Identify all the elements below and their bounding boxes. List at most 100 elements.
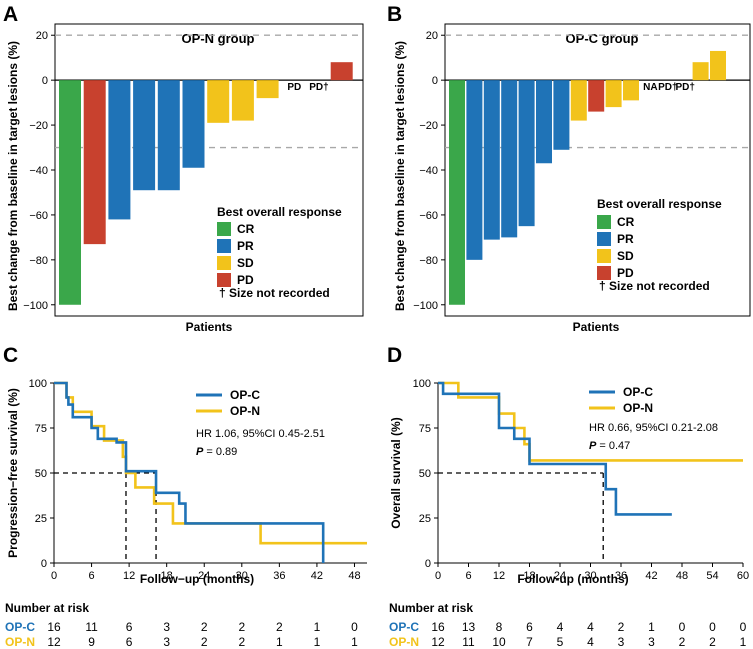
risk-table: Number at risk OP-C OP-N 16 13 8 6 4 4 2 1 0 0 012… (389, 601, 747, 649)
km-curve-op-c (438, 381, 672, 516)
p-value: = 0.47 (596, 440, 630, 452)
bar-pr (483, 80, 500, 240)
axes: 0 25 50 75 100 0 6 12 18 24 30 36 42 48 54 60 (413, 378, 749, 582)
risk-number: 2 (201, 635, 208, 649)
risk-row-label-op-c: OP-C (389, 620, 419, 634)
curves (438, 381, 743, 563)
legend-label-pd: PD (237, 273, 254, 287)
chart-title: OP-N group (182, 31, 255, 46)
risk-number: 3 (163, 620, 170, 634)
risk-number: 2 (238, 635, 245, 649)
x-tick-label: 42 (311, 570, 323, 582)
legend-label-op-n: OP-N (230, 404, 260, 418)
risk-number: 11 (462, 635, 475, 649)
risk-number: 1 (740, 635, 747, 649)
bar-sd (623, 80, 639, 101)
risk-number: 1 (648, 620, 655, 634)
bar-pr (133, 80, 156, 191)
bar-text-label: NA (643, 82, 657, 93)
risk-number: 9 (88, 635, 95, 649)
bar-sd (231, 80, 254, 121)
bar-pd (330, 62, 353, 81)
x-axis-title: Follow−up (months) (140, 572, 254, 586)
x-axis-title: Follow-up (months) (517, 572, 628, 586)
x-tick-label: 30 (584, 570, 596, 582)
bars: NA PD†PD† (445, 34, 750, 305)
legend: OP-C OP-N (589, 385, 653, 415)
bar-sd (605, 80, 622, 108)
bar-sd (207, 80, 230, 123)
y-tick-label: −100 (23, 300, 48, 312)
y-tick-label: −100 (413, 300, 438, 312)
x-tick-label: 0 (435, 570, 441, 582)
risk-number: 2 (276, 620, 283, 634)
risk-number: 7 (526, 635, 533, 649)
y-tick-label: 75 (419, 423, 431, 435)
risk-number: 0 (679, 620, 686, 634)
risk-number: 0 (740, 620, 747, 634)
legend-swatch-sd (597, 249, 611, 263)
p-label: P (196, 446, 204, 458)
risk-number: 2 (201, 620, 208, 634)
y-axis-title: Best change from baseline in target lesi… (6, 41, 20, 311)
legend-note: † Size not recorded (599, 279, 710, 293)
x-tick-label: 36 (273, 570, 285, 582)
risk-number: 10 (492, 635, 506, 649)
km-curve-op-n (54, 381, 367, 545)
bar-text-label: PD† (309, 82, 328, 93)
legend: Best overall response CR PR SD PD † Size… (597, 197, 722, 293)
bar-text-label: PD† (658, 82, 677, 93)
legend-swatch-pd (597, 266, 611, 280)
legend-label-cr: CR (237, 222, 255, 236)
panel-letter-a: A (3, 3, 18, 26)
y-tick-label: 20 (36, 30, 48, 42)
x-tick-label: 18 (523, 570, 535, 582)
risk-number: 3 (618, 635, 625, 649)
x-tick-label: 54 (706, 570, 718, 582)
legend-note: † Size not recorded (219, 286, 330, 300)
chart-title: OP-C group (566, 31, 639, 46)
y-tick-label: 100 (413, 378, 431, 390)
bar-cr (59, 80, 81, 305)
y-tick-label: −20 (29, 120, 48, 132)
risk-number: 4 (557, 620, 564, 634)
risk-number: 0 (351, 620, 358, 634)
y-tick-label: 25 (35, 513, 47, 525)
risk-table-title: Number at risk (5, 601, 89, 615)
bar-pd (83, 80, 106, 245)
y-tick-label: 50 (419, 468, 431, 480)
y-axis-title: Progression−free survival (%) (6, 388, 20, 558)
x-tick-label: 0 (51, 570, 57, 582)
risk-number: 3 (163, 635, 170, 649)
legend-label-sd: SD (237, 256, 254, 270)
risk-row-label-op-n: OP-N (389, 635, 419, 649)
y-axis-title: Overall survival (%) (389, 417, 403, 528)
legend-label-op-n: OP-N (623, 401, 653, 415)
legend-swatch-pr (597, 232, 611, 246)
y-tick-label: 0 (425, 558, 431, 570)
y-tick-label: −60 (29, 210, 48, 222)
curves (54, 381, 367, 563)
legend-label-sd: SD (617, 249, 634, 263)
os-km-chart: Overall survival (%) Follow-up (months) … (389, 378, 749, 649)
bar-sd (692, 62, 709, 81)
legend-label-op-c: OP-C (230, 388, 260, 402)
x-tick-label: 12 (493, 570, 505, 582)
legend-label-pr: PR (617, 232, 634, 246)
risk-number: 2 (679, 635, 686, 649)
risk-number: 16 (47, 620, 61, 634)
legend-swatch-cr (597, 215, 611, 229)
x-axis-title: Patients (186, 320, 233, 334)
y-tick-label: −60 (419, 210, 438, 222)
risk-row-label-op-n: OP-N (5, 635, 35, 649)
x-tick-label: 24 (198, 570, 210, 582)
legend-swatch-cr (217, 222, 231, 236)
y-tick-label: −40 (29, 165, 48, 177)
y-tick-label: 0 (41, 558, 47, 570)
risk-number: 13 (462, 620, 476, 634)
x-tick-label: 24 (554, 570, 566, 582)
risk-number: 1 (276, 635, 283, 649)
y-tick-label: 75 (35, 423, 47, 435)
y-tick-label: −40 (419, 165, 438, 177)
x-tick-label: 36 (615, 570, 627, 582)
